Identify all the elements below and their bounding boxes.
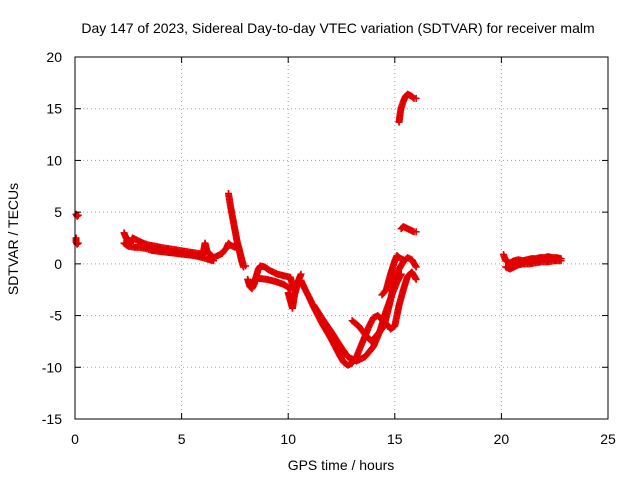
x-tick-label: 15	[387, 431, 403, 447]
data-point	[399, 256, 407, 264]
y-tick-label: -15	[42, 411, 62, 427]
data-point	[412, 275, 420, 283]
plot-frame	[74, 56, 609, 420]
y-tick-label: 15	[46, 101, 62, 117]
data-point	[409, 93, 417, 101]
y-tick-label: 0	[54, 256, 62, 272]
x-tick-label: 10	[280, 431, 296, 447]
y-tick-label: -5	[50, 308, 63, 324]
data-points	[72, 90, 565, 369]
data-point	[297, 270, 305, 278]
data-point	[285, 284, 293, 292]
y-tick-label: 10	[46, 152, 62, 168]
axis-ticks	[74, 56, 609, 420]
x-tick-label: 20	[494, 431, 510, 447]
y-tick-label: 20	[46, 49, 62, 65]
data-point	[412, 94, 420, 102]
chart-title: Day 147 of 2023, Sidereal Day-to-day VTE…	[81, 20, 594, 36]
y-tick-label: 5	[54, 204, 62, 220]
axis-tick-labels: 0 5 10 15 20 25 -15 -10 -5 0 5 10 15 20	[42, 49, 616, 447]
data-point	[242, 262, 250, 270]
data-point	[74, 239, 82, 247]
data-point	[74, 211, 82, 219]
data-point	[412, 263, 420, 271]
data-point	[557, 257, 565, 265]
grid	[75, 57, 608, 419]
y-axis-label: SDTVAR / TECUs	[5, 183, 21, 295]
x-axis-label: GPS time / hours	[288, 457, 395, 473]
data-point	[412, 228, 420, 236]
x-tick-label: 0	[71, 431, 79, 447]
y-tick-label: -10	[42, 359, 62, 375]
data-point	[210, 257, 218, 265]
x-tick-label: 25	[600, 431, 616, 447]
x-tick-label: 5	[178, 431, 186, 447]
